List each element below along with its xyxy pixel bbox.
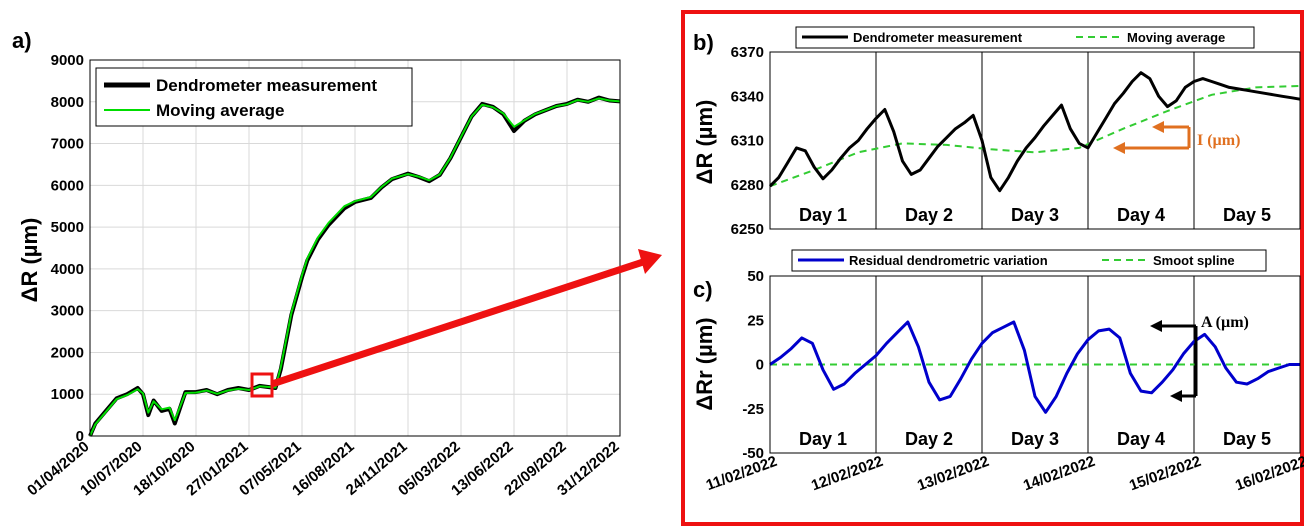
panel-b-day-label: Day 4 — [1117, 205, 1165, 225]
panel-a-x-ticks: 01/04/202010/07/202018/10/202027/01/2021… — [24, 438, 622, 499]
annotation-a-bottom-arrowhead — [1170, 390, 1182, 402]
panel-b-legend-box — [795, 26, 1255, 49]
panel-c-day-label: Day 5 — [1223, 429, 1271, 449]
panel-c-day-label: Day 1 — [799, 429, 847, 449]
panel-c-x-tick-label: 14/02/2022 — [1021, 453, 1097, 495]
panel-b-legend: Dendrometer measurement Moving average — [795, 26, 1255, 49]
panel-c-day-label: Day 3 — [1011, 429, 1059, 449]
panel-b-y-tick-label: 6310 — [731, 133, 764, 150]
panel-c-y-axis-label: ΔRr (µm) — [692, 317, 717, 410]
panel-b-plot-frame — [769, 51, 1301, 230]
panel-b-day-label: Day 3 — [1011, 205, 1059, 225]
panel-c-y-tick-label: -50 — [742, 445, 764, 462]
panel-a-line-moving-average — [89, 97, 621, 437]
panel-c-x-tick-label: 16/02/2022 — [1233, 453, 1304, 495]
panel-b-y-tick-label: 6280 — [731, 177, 764, 194]
panel-c-legend-label-spline: Smoot spline — [1153, 253, 1235, 268]
panel-b-y-ticks: 6250 6280 6310 6340 6370 — [731, 44, 764, 238]
panel-a-y-tick-label: 5000 — [51, 219, 84, 236]
panel-b-line-measurement — [768, 71, 1301, 193]
panel-b-day-label: Day 5 — [1223, 205, 1271, 225]
zoom-highlight-box — [250, 372, 274, 398]
panel-c-y-tick-label: -25 — [742, 401, 764, 418]
annotation-a-top-arrowhead — [1150, 320, 1162, 332]
annotation-i-top-arrowhead — [1152, 121, 1164, 133]
panel-a-y-tick-label: 4000 — [51, 261, 84, 278]
panel-b-y-tick-label: 6370 — [731, 44, 764, 61]
panel-b-y-tick-label: 6250 — [731, 221, 764, 238]
panel-c-line-residual — [769, 320, 1300, 414]
panel-c-legend-box — [791, 249, 1267, 272]
panel-c-x-tick-label: 12/02/2022 — [809, 453, 885, 495]
panel-c-x-tick-label: 15/02/2022 — [1127, 453, 1203, 495]
panel-a-y-tick-label: 2000 — [51, 344, 84, 361]
panel-a-y-tick-label: 3000 — [51, 303, 84, 320]
panel-a-series — [88, 95, 621, 437]
panel-a-y-tick-label: 1000 — [51, 386, 84, 403]
zoom-arrow-shaft — [270, 258, 645, 388]
panel-a-y-tick-label: 7000 — [51, 136, 84, 153]
panel-c-day-label: Day 2 — [905, 429, 953, 449]
panel-a-legend-label-measurement: Dendrometer measurement — [156, 76, 377, 95]
panel-c-y-tick-label: 50 — [747, 268, 764, 285]
panel-a-y-tick-label: 0 — [76, 428, 84, 445]
panel-b-day-label: Day 1 — [799, 205, 847, 225]
panel-a-y-tick-label: 8000 — [51, 94, 84, 111]
panel-c-legend-label-residual: Residual dendrometric variation — [849, 253, 1048, 268]
annotation-i-bottom-arrowhead — [1113, 142, 1125, 154]
panel-c-series — [769, 320, 1300, 414]
panel-c-y-axis-label-text: ΔRr (µm) — [692, 317, 717, 410]
zoom-arrow-head — [638, 249, 662, 274]
panel-a-y-ticks: 0 1000 2000 3000 4000 5000 6000 7000 8000 9000 — [51, 52, 84, 445]
panel-c-x-tick-label: 13/02/2022 — [915, 453, 991, 495]
panel-c-y-ticks: -50 -25 0 25 50 — [742, 268, 764, 462]
panel-a-legend-label-average: Moving average — [156, 101, 285, 120]
panel-a-y-tick-label: 6000 — [51, 177, 84, 194]
panel-c-y-tick-label: 0 — [756, 357, 764, 374]
panel-label-b: b) — [693, 30, 714, 55]
panel-a-plot-frame — [89, 59, 621, 437]
panel-a-y-axis-label: ΔR (µm) — [17, 218, 42, 303]
annotation-i-text: I (µm) — [1197, 132, 1240, 149]
panel-b-y-axis-label: ΔR (µm) — [692, 100, 717, 185]
panel-a-legend-box — [95, 67, 413, 127]
panel-b-legend-label-measurement: Dendrometer measurement — [853, 30, 1023, 45]
panel-label-c: c) — [693, 277, 713, 302]
panel-label-a: a) — [12, 28, 32, 53]
panel-b-legend-label-average: Moving average — [1127, 30, 1225, 45]
panel-c-x-ticks: 11/02/2022 12/02/2022 13/02/2022 14/02/2022… — [704, 453, 1304, 495]
annotation-a-text: A (µm) — [1201, 314, 1249, 331]
panel-b-annotation-i: I (µm) — [1113, 121, 1240, 154]
panel-c-plot-frame — [769, 275, 1301, 454]
panel-c-day-labels: Day 1 Day 2 Day 3 Day 4 Day 5 — [799, 429, 1271, 449]
panel-c-legend: Residual dendrometric variation Smoot sp… — [791, 249, 1267, 272]
panel-b-series — [768, 71, 1301, 193]
panel-b-y-tick-label: 6340 — [731, 88, 764, 105]
panel-c-annotation-a: A (µm) — [1150, 314, 1249, 402]
panel-c-day-label: Day 4 — [1117, 429, 1165, 449]
panel-a-y-tick-label: 9000 — [51, 52, 84, 69]
panel-a-legend: Dendrometer measurement Moving average — [95, 67, 413, 127]
panel-b-day-label: Day 2 — [905, 205, 953, 225]
panel-b-line-moving-average — [769, 84, 1301, 188]
panel-b-day-labels: Day 1 Day 2 Day 3 Day 4 Day 5 — [799, 205, 1271, 225]
highlight-frame — [681, 10, 1304, 526]
panel-c-y-tick-label: 25 — [747, 312, 764, 329]
